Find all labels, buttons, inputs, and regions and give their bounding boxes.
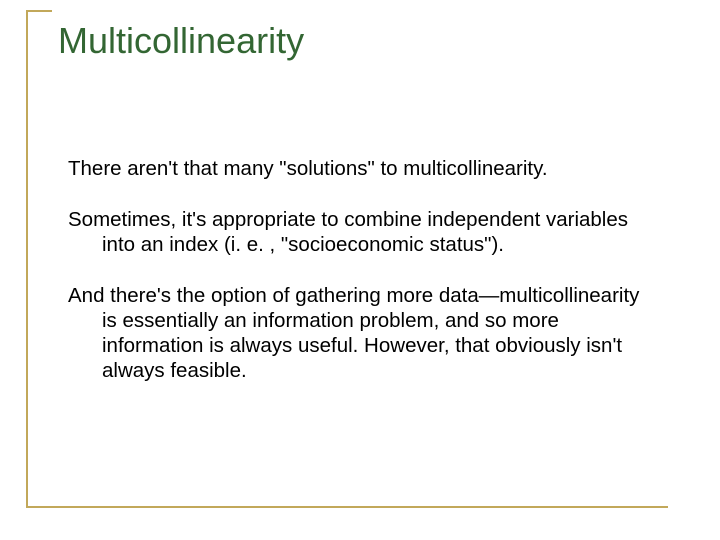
paragraph-2: Sometimes, it's appropriate to combine i… (68, 207, 658, 257)
paragraph-text: There aren't that many "solutions" to mu… (68, 156, 658, 181)
paragraph-3: And there's the option of gathering more… (68, 283, 658, 383)
paragraph-1: There aren't that many "solutions" to mu… (68, 156, 658, 181)
paragraph-text: And there's the option of gathering more… (68, 283, 658, 383)
slide-title: Multicollinearity (58, 20, 304, 62)
paragraph-text: Sometimes, it's appropriate to combine i… (68, 207, 658, 257)
slide-body: There aren't that many "solutions" to mu… (68, 156, 658, 409)
